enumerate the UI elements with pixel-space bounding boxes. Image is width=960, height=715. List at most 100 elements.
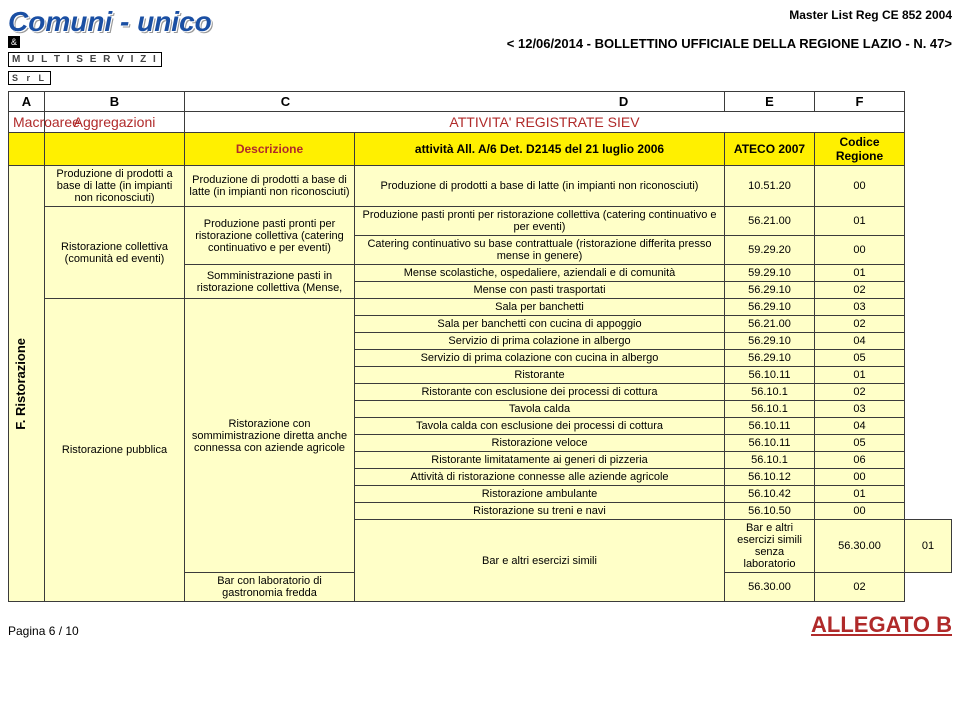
col-header: Macroaree — [9, 112, 45, 133]
attivita-cell: Ristorazione veloce — [355, 435, 725, 452]
ateco-cell: 56.29.10 — [725, 299, 815, 316]
codice-cell: 01 — [905, 520, 952, 573]
codice-cell: 02 — [815, 282, 905, 299]
yellow-codice: Codice Regione — [815, 133, 905, 166]
table-row: Ristorazione collettiva (comunità ed eve… — [9, 207, 952, 236]
ateco-cell: 56.10.11 — [725, 435, 815, 452]
ateco-cell: 56.10.1 — [725, 401, 815, 418]
master-list: Master List Reg CE 852 2004 — [260, 8, 952, 22]
codice-cell: 02 — [815, 573, 905, 602]
aggregazioni-cell: Ristorazione pubblica — [45, 299, 185, 602]
yellow-blank — [45, 133, 185, 166]
table-row: Ristorazione pubblicaRistorazione con so… — [9, 299, 952, 316]
aggregazioni-cell: Ristorazione collettiva (comunità ed eve… — [45, 207, 185, 299]
codice-cell: 02 — [815, 316, 905, 333]
attivita-cell: Sala per banchetti — [355, 299, 725, 316]
ateco-cell: 56.21.00 — [725, 316, 815, 333]
ateco-cell: 56.10.12 — [725, 469, 815, 486]
ateco-cell: 59.29.10 — [725, 265, 815, 282]
logo-badge: & — [8, 36, 20, 48]
col-letter-cd: C D — [185, 92, 725, 112]
page-header: Comuni - unico & M U L T I S E R V I Z I… — [8, 8, 952, 85]
aggregazioni-cell: Produzione di prodotti a base di latte (… — [45, 166, 185, 207]
logo-mid: M U L T I S E R V I Z I — [8, 52, 162, 67]
main-table: A B C D E F Macroaree Aggregazioni ATTIV… — [8, 91, 952, 602]
attivita-cell: Servizio di prima colazione con cucina i… — [355, 350, 725, 367]
attivita-cell: Mense con pasti trasportati — [355, 282, 725, 299]
macroarea-label: F. Ristorazione — [13, 338, 28, 430]
yellow-blank — [9, 133, 45, 166]
allegato-label: ALLEGATO B — [811, 612, 952, 638]
attivita-cell: Produzione pasti pronti per ristorazione… — [355, 207, 725, 236]
page-number: Pagina 6 / 10 — [8, 624, 79, 638]
page-footer: Pagina 6 / 10 ALLEGATO B — [8, 612, 952, 638]
ateco-cell: 56.29.10 — [725, 333, 815, 350]
ateco-cell: 10.51.20 — [725, 166, 815, 207]
ateco-cell: 56.10.42 — [725, 486, 815, 503]
codice-cell: 04 — [815, 333, 905, 350]
codice-cell: 01 — [815, 367, 905, 384]
yellow-descrizione: Descrizione — [185, 133, 355, 166]
column-letters-row: A B C D E F — [9, 92, 952, 112]
logo-text: Comuni - unico — [8, 8, 248, 36]
column-headers-row: Macroaree Aggregazioni ATTIVITA' REGISTR… — [9, 112, 952, 133]
logo-sub: S r L — [8, 71, 51, 85]
descrizione-cell: Produzione pasti pronti per ristorazione… — [185, 207, 355, 265]
descrizione-cell: Bar e altri esercizi simili — [355, 520, 725, 602]
codice-cell: 02 — [815, 384, 905, 401]
attivita-cell: Attività di ristorazione connesse alle a… — [355, 469, 725, 486]
macroarea-cell: F. Ristorazione — [9, 166, 45, 602]
codice-cell: 04 — [815, 418, 905, 435]
attivita-cell: Bar con laboratorio di gastronomia fredd… — [185, 573, 355, 602]
ateco-cell: 56.10.11 — [725, 418, 815, 435]
logo-mid-row: & M U L T I S E R V I Z I S r L — [8, 36, 248, 85]
attivita-cell: Sala per banchetti con cucina di appoggi… — [355, 316, 725, 333]
descrizione-cell: Produzione di prodotti a base di latte (… — [185, 166, 355, 207]
codice-cell: 00 — [815, 166, 905, 207]
descrizione-cell: Somministrazione pasti in ristorazione c… — [185, 265, 355, 299]
ateco-cell: 56.10.1 — [725, 452, 815, 469]
codice-cell: 01 — [815, 486, 905, 503]
codice-cell: 05 — [815, 350, 905, 367]
descrizione-cell: Ristorazione con sommimistrazione dirett… — [185, 299, 355, 573]
yellow-attivita: attività All. A/6 Det. D2145 del 21 lugl… — [355, 133, 725, 166]
ateco-cell: 56.10.1 — [725, 384, 815, 401]
codice-cell: 03 — [815, 299, 905, 316]
bollettino: < 12/06/2014 - BOLLETTINO UFFICIALE DELL… — [260, 36, 952, 51]
attivita-cell: Servizio di prima colazione in albergo — [355, 333, 725, 350]
attivita-cell: Ristorazione ambulante — [355, 486, 725, 503]
codice-cell: 00 — [815, 236, 905, 265]
attivita-cell: Bar e altri esercizi simili senza labora… — [725, 520, 815, 573]
codice-cell: 01 — [815, 207, 905, 236]
attivita-cell: Tavola calda — [355, 401, 725, 418]
attivita-cell: Ristorazione su treni e navi — [355, 503, 725, 520]
ateco-cell: 56.29.10 — [725, 282, 815, 299]
attivita-cell: Tavola calda con esclusione dei processi… — [355, 418, 725, 435]
col-letter: F — [815, 92, 905, 112]
codice-cell: 00 — [815, 469, 905, 486]
col-letter: A — [9, 92, 45, 112]
codice-cell: 06 — [815, 452, 905, 469]
codice-cell: 03 — [815, 401, 905, 418]
yellow-ateco: ATECO 2007 — [725, 133, 815, 166]
col-header: ATTIVITA' REGISTRATE SIEV — [185, 112, 905, 133]
codice-cell: 01 — [815, 265, 905, 282]
ateco-cell: 56.10.11 — [725, 367, 815, 384]
table-row: F. RistorazioneProduzione di prodotti a … — [9, 166, 952, 207]
ateco-cell: 59.29.20 — [725, 236, 815, 265]
col-letter: B — [45, 92, 185, 112]
attivita-cell: Ristorante con esclusione dei processi d… — [355, 384, 725, 401]
ateco-cell: 56.29.10 — [725, 350, 815, 367]
attivita-cell: Ristorante — [355, 367, 725, 384]
codice-cell: 05 — [815, 435, 905, 452]
col-letter: E — [725, 92, 815, 112]
attivita-cell: Catering continuativo su base contrattua… — [355, 236, 725, 265]
ateco-cell: 56.30.00 — [725, 573, 815, 602]
codice-cell: 00 — [815, 503, 905, 520]
attivita-cell: Produzione di prodotti a base di latte (… — [355, 166, 725, 207]
header-right: Master List Reg CE 852 2004 < 12/06/2014… — [260, 8, 952, 51]
ateco-cell: 56.30.00 — [815, 520, 905, 573]
logo-block: Comuni - unico & M U L T I S E R V I Z I… — [8, 8, 248, 85]
ateco-cell: 56.10.50 — [725, 503, 815, 520]
attivita-cell: Mense scolastiche, ospedaliere, aziendal… — [355, 265, 725, 282]
